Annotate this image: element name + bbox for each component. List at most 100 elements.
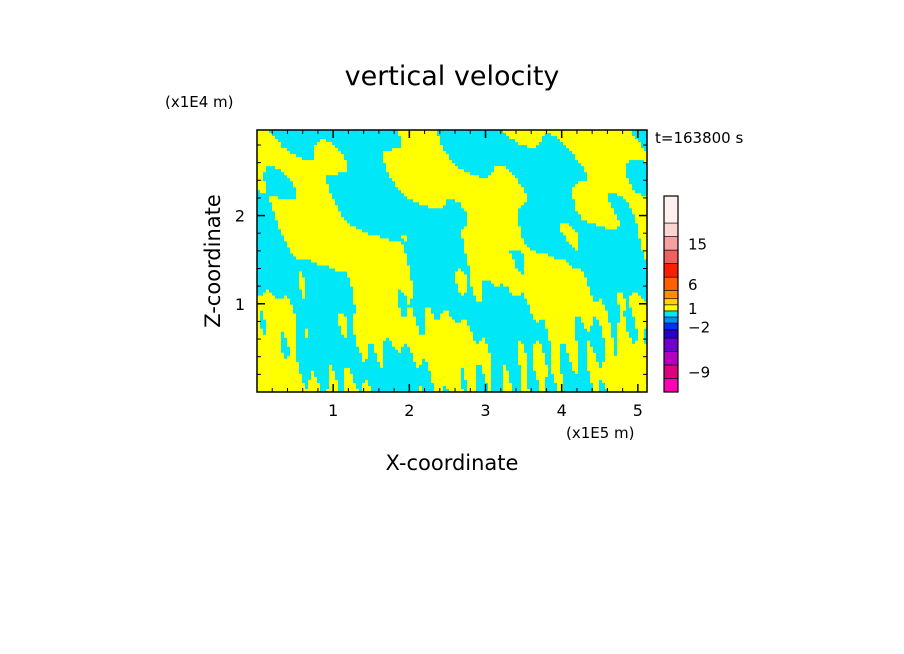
heatmap-cell — [299, 241, 303, 245]
heatmap-cell — [422, 184, 426, 188]
heatmap-cell — [395, 232, 399, 236]
heatmap-cell — [299, 139, 303, 143]
heatmap-cell — [278, 175, 282, 179]
heatmap-cell — [302, 190, 306, 194]
heatmap-cell — [320, 202, 324, 206]
heatmap-cell — [542, 223, 546, 227]
heatmap-cell — [641, 139, 645, 143]
heatmap-cell — [485, 226, 489, 230]
heatmap-cell — [557, 211, 561, 215]
heatmap-cell — [308, 166, 312, 170]
heatmap-cell — [323, 226, 327, 230]
heatmap-cell — [491, 235, 495, 239]
heatmap-cell — [269, 175, 273, 179]
heatmap-cell — [524, 190, 528, 194]
heatmap-cell — [452, 181, 456, 185]
heatmap-cell — [323, 133, 327, 137]
heatmap-cell — [548, 211, 552, 215]
heatmap-cell — [281, 220, 285, 224]
heatmap-cell — [425, 169, 429, 173]
heatmap-cell — [602, 163, 606, 167]
heatmap-cell — [476, 184, 480, 188]
heatmap-cell — [587, 136, 591, 140]
heatmap-cell — [482, 184, 486, 188]
heatmap-cell — [590, 190, 594, 194]
heatmap-cell — [563, 187, 567, 191]
heatmap-cell — [470, 205, 474, 209]
heatmap-cell — [629, 130, 633, 134]
heatmap-cell — [284, 208, 288, 212]
heatmap-cell — [497, 199, 501, 203]
heatmap-cell — [539, 184, 543, 188]
heatmap-cell — [599, 160, 603, 164]
heatmap-cell — [392, 157, 396, 161]
heatmap-cell — [641, 163, 645, 167]
heatmap-cell — [275, 175, 279, 179]
heatmap-cell — [401, 175, 405, 179]
heatmap-cell — [425, 229, 429, 233]
heatmap-cell — [281, 241, 285, 245]
heatmap-cell — [479, 184, 483, 188]
heatmap-cell — [320, 217, 324, 221]
heatmap-cell — [608, 187, 612, 191]
heatmap-cell — [623, 178, 627, 182]
heatmap-cell — [296, 130, 300, 134]
heatmap-cell — [347, 223, 351, 227]
heatmap-cell — [368, 139, 372, 143]
heatmap-cell — [293, 142, 297, 146]
heatmap-cell — [323, 148, 327, 152]
heatmap-cell — [467, 196, 471, 200]
heatmap-cell — [287, 193, 291, 197]
heatmap-cell — [479, 232, 483, 236]
heatmap-cell — [308, 241, 312, 245]
heatmap-cell — [317, 160, 321, 164]
heatmap-cell — [524, 154, 528, 158]
heatmap-cell — [596, 223, 600, 227]
heatmap-cell — [587, 163, 591, 167]
heatmap-cell — [368, 181, 372, 185]
heatmap-cell — [332, 193, 336, 197]
heatmap-cell — [371, 160, 375, 164]
heatmap-cell — [515, 196, 519, 200]
heatmap-cell — [641, 223, 645, 227]
heatmap-cell — [392, 133, 396, 137]
heatmap-cell — [401, 244, 405, 248]
heatmap-cell — [491, 166, 495, 170]
heatmap-cell — [635, 148, 639, 152]
heatmap-cell — [527, 166, 531, 170]
heatmap-cell — [311, 205, 315, 209]
heatmap-cell — [392, 205, 396, 209]
heatmap-cell — [377, 226, 381, 230]
heatmap-cell — [512, 142, 516, 146]
heatmap-cell — [320, 232, 324, 236]
heatmap-cell — [383, 217, 387, 221]
heatmap-cell — [431, 154, 435, 158]
heatmap-cell — [638, 151, 642, 155]
heatmap-cell — [554, 190, 558, 194]
heatmap-cell — [521, 205, 525, 209]
heatmap-cell — [455, 151, 459, 155]
heatmap-cell — [353, 214, 357, 218]
heatmap-cell — [587, 223, 591, 227]
heatmap-cell — [602, 226, 606, 230]
heatmap-cell — [410, 220, 414, 224]
heatmap-cell — [431, 139, 435, 143]
heatmap-cell — [365, 238, 369, 242]
heatmap-cell — [530, 148, 534, 152]
heatmap-cell — [572, 139, 576, 143]
heatmap-cell — [509, 193, 513, 197]
heatmap-cell — [476, 178, 480, 182]
heatmap-cell — [323, 229, 327, 233]
heatmap-cell — [335, 241, 339, 245]
heatmap-cell — [287, 142, 291, 146]
heatmap-cell — [374, 175, 378, 179]
heatmap-cell — [587, 184, 591, 188]
heatmap-cell — [320, 154, 324, 158]
heatmap-cell — [572, 196, 576, 200]
heatmap-cell — [419, 130, 423, 134]
heatmap-cell — [410, 226, 414, 230]
heatmap-cell — [629, 166, 633, 170]
heatmap-cell — [392, 211, 396, 215]
heatmap-cell — [308, 205, 312, 209]
heatmap-cell — [626, 211, 630, 215]
